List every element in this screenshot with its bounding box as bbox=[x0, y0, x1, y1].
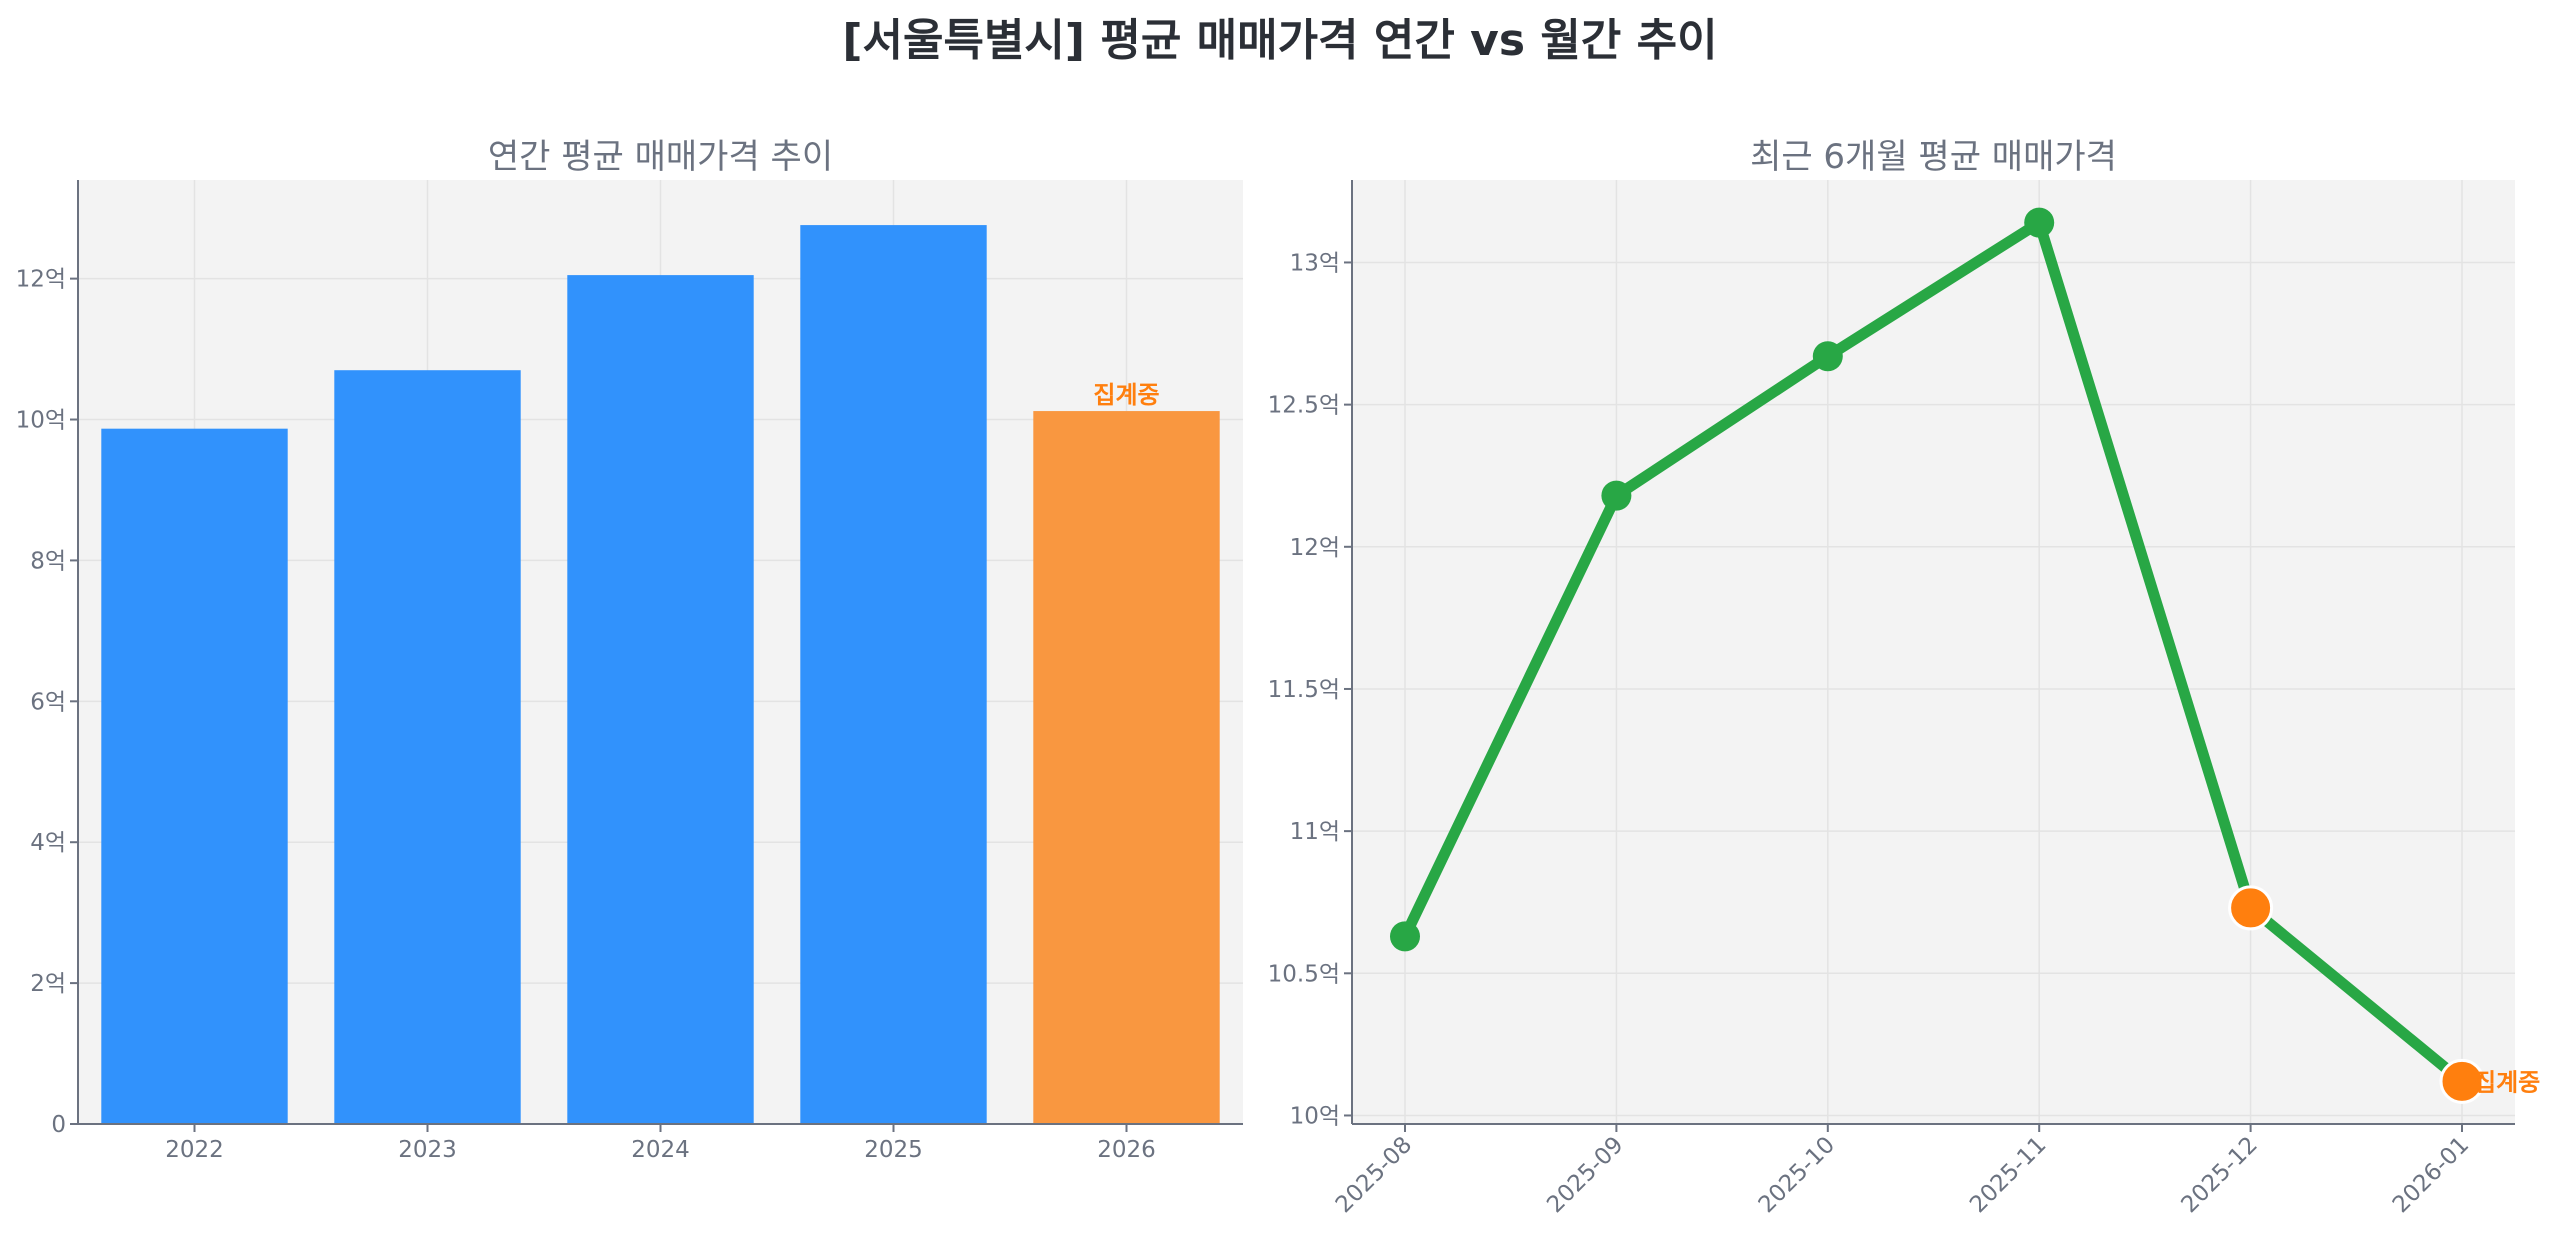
y-tick-label: 2억 bbox=[30, 971, 66, 997]
bar-chart-title: 연간 평균 매매가격 추이 bbox=[488, 137, 833, 177]
bar-2025 bbox=[800, 225, 987, 1125]
x-tick-label: 2024 bbox=[631, 1137, 690, 1163]
x-tick-label: 2025 bbox=[864, 1137, 923, 1163]
x-tick-label: 2025-08 bbox=[1331, 1132, 1417, 1218]
x-tick-label: 2026-01 bbox=[2388, 1132, 2474, 1218]
y-tick-label: 0 bbox=[51, 1112, 66, 1138]
y-tick-label: 11.5억 bbox=[1268, 677, 1340, 703]
y-tick-label: 8억 bbox=[30, 548, 66, 574]
data-point-2025-11 bbox=[2024, 207, 2055, 238]
bar-annotation: 집계중 bbox=[1093, 381, 1159, 409]
bar-2022 bbox=[101, 428, 288, 1124]
y-tick-label: 12.5억 bbox=[1268, 393, 1340, 419]
data-point-2025-12 bbox=[2228, 885, 2274, 931]
y-tick-label: 10억 bbox=[1290, 1103, 1340, 1129]
bar-2026 bbox=[1033, 411, 1220, 1124]
x-tick-label: 2026 bbox=[1097, 1137, 1156, 1163]
line-chart-title: 최근 6개월 평균 매매가격 bbox=[1750, 137, 2117, 177]
y-tick-label: 10억 bbox=[16, 408, 66, 434]
data-point-2026-01 bbox=[2439, 1058, 2485, 1104]
data-point-2025-08 bbox=[1390, 921, 1420, 952]
y-tick-label: 12억 bbox=[1290, 535, 1340, 561]
price-line bbox=[1400, 217, 2466, 1086]
bar-2023 bbox=[334, 370, 521, 1124]
line-annotation: 집계중 bbox=[2474, 1068, 2540, 1096]
y-tick-label: 10.5억 bbox=[1268, 961, 1340, 987]
y-tick-label: 12억 bbox=[16, 267, 66, 293]
x-tick-label: 2025-10 bbox=[1754, 1132, 1840, 1218]
x-tick-label: 2025-11 bbox=[1965, 1132, 2051, 1218]
x-tick-label: 2023 bbox=[398, 1137, 457, 1163]
data-point-2025-10 bbox=[1812, 341, 1843, 372]
x-tick-label: 2022 bbox=[165, 1137, 224, 1163]
x-tick-label: 2025-12 bbox=[2176, 1132, 2262, 1218]
y-tick-label: 11억 bbox=[1290, 819, 1340, 845]
x-tick-label: 2025-09 bbox=[1542, 1132, 1628, 1218]
y-tick-label: 6억 bbox=[30, 689, 66, 715]
figure-title: [서울특별시] 평균 매매가격 연간 vs 월간 추이 bbox=[842, 15, 1718, 66]
y-tick-label: 4억 bbox=[30, 830, 66, 856]
data-point-2025-09 bbox=[1601, 480, 1632, 511]
bar-2024 bbox=[567, 275, 754, 1124]
y-tick-label: 13억 bbox=[1290, 250, 1340, 276]
